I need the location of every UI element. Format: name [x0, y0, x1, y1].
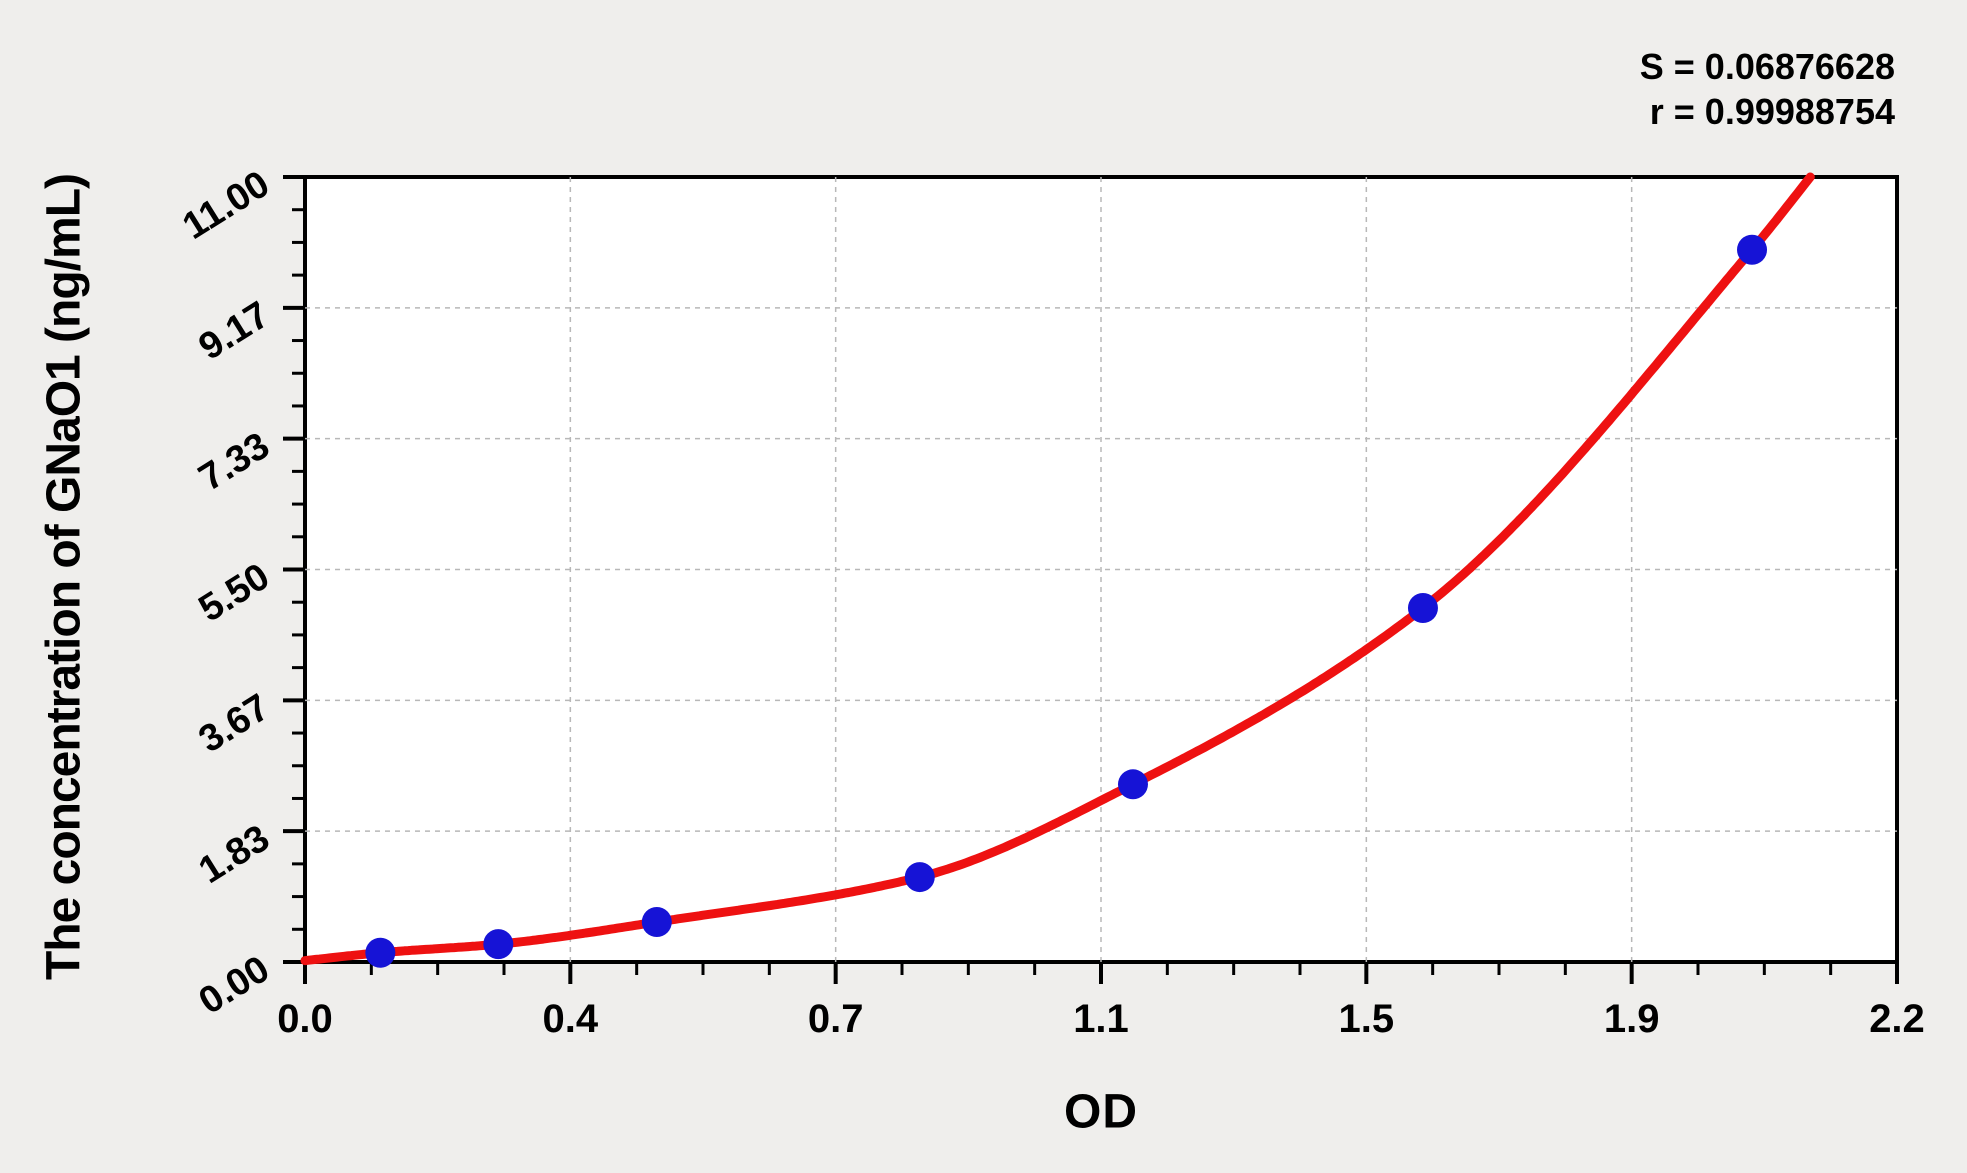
data-point: [641, 907, 672, 938]
data-point: [483, 929, 514, 960]
y-tick-label: 1.83: [192, 817, 277, 892]
data-point: [904, 862, 935, 893]
x-tick-label: 1.5: [1339, 997, 1395, 1041]
stats-s-value: S = 0.06876628: [1639, 46, 1895, 87]
y-tick-label: 11.00: [176, 163, 277, 248]
y-axis-title: The concentration of GNaO1 (ng/mL): [37, 173, 91, 981]
data-point: [1407, 593, 1438, 624]
x-tick-label: 2.2: [1869, 997, 1925, 1041]
data-point: [1737, 234, 1768, 265]
fit-statistics: S = 0.06876628 r = 0.99988754: [1640, 44, 1895, 134]
x-tick-label: 0.4: [543, 997, 599, 1041]
data-point: [1117, 769, 1148, 800]
stats-r-value: r = 0.99988754: [1649, 91, 1895, 132]
x-tick-label: 0.7: [808, 997, 864, 1041]
x-axis-title: OD: [1064, 1085, 1138, 1139]
x-tick-label: 1.1: [1073, 997, 1129, 1041]
x-tick-label: 1.9: [1604, 997, 1660, 1041]
x-tick-label: 0.0: [277, 997, 333, 1041]
y-tick-label: 5.50: [192, 556, 277, 631]
y-tick-label: 3.67: [192, 686, 277, 761]
fit-curve: [300, 172, 1815, 966]
y-tick-label: 9.17: [192, 294, 277, 369]
y-tick-label: 0.00: [192, 948, 277, 1023]
y-tick-label: 7.33: [192, 425, 277, 500]
data-point: [365, 937, 396, 968]
